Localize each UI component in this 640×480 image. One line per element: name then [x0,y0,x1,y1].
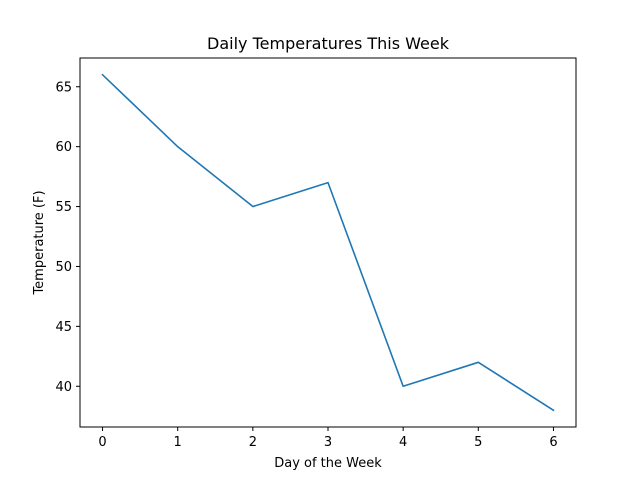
series-line [101,73,555,412]
y-axis-label: Temperature (F) [32,190,47,295]
x-tick-label: 1 [174,435,182,450]
plot-area-frame [79,57,577,428]
y-tick-label: 65 [55,80,72,95]
chart-title: Daily Temperatures This Week [207,34,450,53]
y-tick-label: 55 [55,200,72,215]
x-axis-label: Day of the Week [274,456,382,471]
y-tick-label: 45 [55,320,72,335]
series-layer [101,73,555,412]
x-tick-label: 6 [549,435,557,450]
x-tick-label: 4 [399,435,407,450]
y-tick-label: 60 [55,140,72,155]
y-tick-label: 40 [55,380,72,395]
x-tick-label: 0 [98,435,106,450]
y-tick-label: 50 [55,260,72,275]
x-tick-label: 5 [474,435,482,450]
x-tick-label: 2 [249,435,257,450]
x-tick-label: 3 [324,435,332,450]
